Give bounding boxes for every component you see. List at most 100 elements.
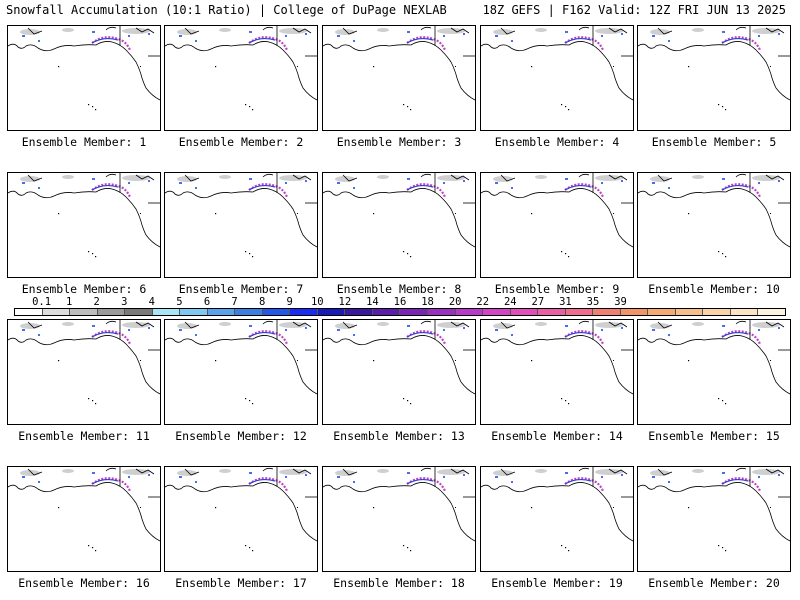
snowfall-map: [480, 319, 634, 425]
ensemble-panel: Ensemble Member: 12: [164, 319, 318, 452]
ensemble-panel: Ensemble Member: 8: [322, 172, 476, 305]
ensemble-panel: Ensemble Member: 14: [480, 319, 634, 452]
colorbar-labels: 0.1 1 2 3 4 5 6 7 8 9 10 12 14 16 18 20 22 24 27 31 35 39: [14, 297, 786, 308]
colorbar-swatch: [675, 309, 704, 315]
snowfall-map: [164, 172, 318, 278]
ensemble-panel: Ensemble Member: 16: [7, 466, 161, 599]
ensemble-panel: Ensemble Member: 18: [322, 466, 476, 599]
snowfall-map: [164, 25, 318, 131]
snowfall-map: [322, 319, 476, 425]
colorbar-swatch: [152, 309, 181, 315]
snowfall-map: [7, 466, 161, 572]
ensemble-panel: Ensemble Member: 19: [480, 466, 634, 599]
colorbar-tick-label: 18: [421, 296, 434, 308]
ensemble-member-label: Ensemble Member: 13: [333, 429, 465, 443]
colorbar-swatch: [593, 309, 621, 315]
ensemble-member-label: Ensemble Member: 10: [648, 282, 780, 296]
colorbar-tick-label: 7: [231, 296, 238, 308]
colorbar-swatch: [15, 309, 43, 315]
colorbar-swatch: [648, 309, 676, 315]
colorbar-swatch: [510, 309, 539, 315]
ensemble-panel: Ensemble Member: 3: [322, 25, 476, 158]
ensemble-panel: Ensemble Member: 15: [637, 319, 791, 452]
colorbar-tick-label: 4: [148, 296, 156, 308]
ensemble-panel: Ensemble Member: 11: [7, 319, 161, 452]
colorbar-swatch: [317, 309, 346, 315]
colorbar-tick-label: 3: [121, 296, 128, 308]
colorbar-swatch: [207, 309, 236, 315]
ensemble-panel: Ensemble Member: 7: [164, 172, 318, 305]
map-title: Snowfall Accumulation (10:1 Ratio) | Col…: [6, 3, 447, 17]
ensemble-member-label: Ensemble Member: 15: [648, 429, 780, 443]
colorbar-swatch: [372, 309, 401, 315]
snowfall-map: [637, 319, 791, 425]
ensemble-member-label: Ensemble Member: 19: [491, 576, 623, 590]
colorbar-swatch: [400, 309, 428, 315]
snowfall-map: [322, 25, 476, 131]
ensemble-member-label: Ensemble Member: 20: [648, 576, 780, 590]
colorbar-swatch: [345, 309, 373, 315]
colorbar-swatch: [42, 309, 71, 315]
colorbar-tick-label: 14: [366, 296, 379, 308]
colorbar-swatch: [483, 309, 511, 315]
snowfall-map: [164, 319, 318, 425]
colorbar-swatch: [455, 309, 484, 315]
ensemble-panel: Ensemble Member: 4: [480, 25, 634, 158]
colorbar-tick-label: 39: [614, 296, 627, 308]
colorbar-swatch: [703, 309, 731, 315]
colorbar-tick-label: 1: [65, 296, 73, 308]
ensemble-member-label: Ensemble Member: 2: [178, 135, 304, 149]
colorbar-tick-label: 16: [393, 296, 407, 308]
colorbar-swatch: [427, 309, 456, 315]
snowfall-map: [164, 466, 318, 572]
colorbar-tick-label: 5: [176, 296, 183, 308]
snowfall-map: [480, 466, 634, 572]
ensemble-member-label: Ensemble Member: 12: [175, 429, 307, 443]
ensemble-member-label: Ensemble Member: 8: [336, 282, 462, 296]
colorbar-swatch: [97, 309, 126, 315]
colorbar-swatch: [290, 309, 318, 315]
colorbar-tick-label: 27: [531, 296, 545, 308]
ensemble-member-label: Ensemble Member: 9: [494, 282, 620, 296]
snowfall-map: [322, 466, 476, 572]
ensemble-member-label: Ensemble Member: 14: [491, 429, 623, 443]
colorbar-tick-label: 31: [559, 296, 572, 308]
colorbar-tick-label: 22: [476, 296, 490, 308]
ensemble-member-label: Ensemble Member: 7: [178, 282, 304, 296]
ensemble-panel: Ensemble Member: 9: [480, 172, 634, 305]
snowfall-map: [7, 319, 161, 425]
ensemble-member-label: Ensemble Member: 5: [651, 135, 777, 149]
ensemble-panel: Ensemble Member: 10: [637, 172, 791, 305]
ensemble-panel: Ensemble Member: 5: [637, 25, 791, 158]
ensemble-member-label: Ensemble Member: 6: [21, 282, 147, 296]
colorbar-tick-label: 35: [586, 296, 600, 308]
colorbar-tick-label: 10: [310, 296, 324, 308]
colorbar-swatch: [565, 309, 594, 315]
colorbar-tick-label: 20: [448, 296, 462, 308]
colorbar-tick-label: 24: [503, 296, 517, 308]
colorbar-swatch: [730, 309, 759, 315]
snowfall-map: [637, 25, 791, 131]
ensemble-panel: Ensemble Member: 20: [637, 466, 791, 599]
colorbar-swatch: [235, 309, 263, 315]
colorbar-swatch: [620, 309, 649, 315]
ensemble-panel: Ensemble Member: 1: [7, 25, 161, 158]
ensemble-panel: Ensemble Member: 6: [7, 172, 161, 305]
model-run-info: 18Z GEFS | F162 Valid: 12Z FRI JUN 13 20…: [482, 3, 786, 17]
snowfall-colorbar: 0.1 1 2 3 4 5 6 7 8 9 10 12 14 16 18 20 22 24 27 31 35 39: [14, 297, 786, 317]
ensemble-member-label: Ensemble Member: 16: [18, 576, 150, 590]
ensemble-member-label: Ensemble Member: 18: [333, 576, 465, 590]
ensemble-member-label: Ensemble Member: 3: [336, 135, 462, 149]
snowfall-map: [480, 172, 634, 278]
colorbar-swatches: [14, 308, 786, 316]
ensemble-member-label: Ensemble Member: 4: [494, 135, 620, 149]
ensemble-member-label: Ensemble Member: 17: [175, 576, 307, 590]
colorbar-swatch: [538, 309, 566, 315]
colorbar-tick-label: 8: [258, 296, 266, 308]
colorbar-swatch: [262, 309, 291, 315]
snowfall-map: [637, 466, 791, 572]
snowfall-map: [480, 25, 634, 131]
snowfall-map: [322, 172, 476, 278]
colorbar-swatch: [758, 309, 785, 315]
colorbar-tick-label: 9: [286, 296, 293, 308]
